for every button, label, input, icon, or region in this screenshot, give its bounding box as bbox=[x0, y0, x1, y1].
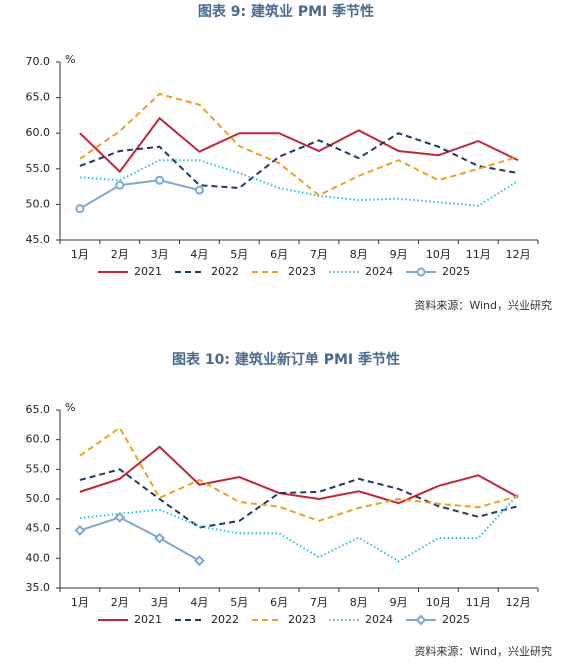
series-line bbox=[79, 516, 200, 562]
legend-label: 2021 bbox=[134, 265, 162, 278]
x-tick-label: 4月 bbox=[190, 248, 208, 261]
marker bbox=[155, 175, 165, 185]
x-tick-label: 10月 bbox=[426, 248, 451, 261]
y-tick-label: 65.0 bbox=[26, 403, 51, 416]
series-line bbox=[79, 468, 519, 529]
y-tick-label: 50.0 bbox=[26, 197, 51, 210]
x-tick-label: 1月 bbox=[71, 596, 89, 609]
x-tick-label: 6月 bbox=[270, 248, 288, 261]
x-tick-label: 10月 bbox=[426, 596, 451, 609]
legend-label: 2024 bbox=[365, 265, 393, 278]
marker bbox=[416, 267, 426, 277]
y-tick-label: 55.0 bbox=[26, 162, 51, 175]
legend-label: 2025 bbox=[442, 265, 470, 278]
marker bbox=[154, 532, 165, 544]
legend-label: 2023 bbox=[288, 265, 316, 278]
y-tick-label: 55.0 bbox=[26, 462, 51, 475]
y-tick-label: 50.0 bbox=[26, 492, 51, 505]
legend-label: 2025 bbox=[442, 613, 470, 626]
x-tick-label: 2月 bbox=[111, 596, 129, 609]
series-line bbox=[79, 92, 519, 197]
series-line bbox=[79, 179, 200, 210]
y-tick-label: 45.0 bbox=[26, 233, 51, 246]
legend-label: 2024 bbox=[365, 613, 393, 626]
x-tick-label: 5月 bbox=[230, 248, 248, 261]
legend-label: 2022 bbox=[211, 265, 239, 278]
marker bbox=[74, 525, 86, 536]
x-tick-label: 7月 bbox=[310, 248, 328, 261]
y-tick-label: 70.0 bbox=[26, 55, 51, 68]
x-tick-label: 9月 bbox=[390, 248, 408, 261]
source-note: 资料来源：Wind，兴业研究 bbox=[414, 644, 552, 658]
y-tick-label: 40.0 bbox=[26, 551, 51, 564]
legend-label: 2023 bbox=[288, 613, 316, 626]
x-tick-label: 5月 bbox=[230, 596, 248, 609]
chart-title: 图表 10: 建筑业新订单 PMI 季节性 bbox=[172, 351, 400, 368]
x-tick-label: 12月 bbox=[506, 596, 531, 609]
y-tick-label: 65.0 bbox=[26, 91, 51, 104]
y-tick-label: 60.0 bbox=[26, 433, 51, 446]
x-tick-label: 8月 bbox=[350, 248, 368, 261]
x-tick-label: 9月 bbox=[390, 596, 408, 609]
x-tick-label: 8月 bbox=[350, 596, 368, 609]
x-tick-label: 3月 bbox=[151, 596, 169, 609]
unit-label: % bbox=[65, 401, 75, 414]
marker bbox=[115, 180, 125, 190]
marker bbox=[75, 204, 85, 214]
marker bbox=[114, 511, 126, 523]
x-tick-label: 11月 bbox=[466, 248, 491, 261]
x-tick-label: 1月 bbox=[71, 248, 89, 261]
series-line bbox=[79, 445, 519, 505]
series-line bbox=[79, 426, 519, 523]
marker bbox=[194, 185, 204, 195]
x-tick-label: 6月 bbox=[270, 596, 288, 609]
y-tick-label: 60.0 bbox=[26, 126, 51, 139]
x-tick-label: 3月 bbox=[151, 248, 169, 261]
x-tick-label: 4月 bbox=[190, 596, 208, 609]
series-line bbox=[79, 116, 519, 174]
x-tick-label: 7月 bbox=[310, 596, 328, 609]
legend-label: 2021 bbox=[134, 613, 162, 626]
x-tick-label: 12月 bbox=[506, 248, 531, 261]
marker bbox=[194, 555, 205, 567]
x-tick-label: 11月 bbox=[466, 596, 491, 609]
unit-label: % bbox=[65, 53, 75, 66]
y-tick-label: 45.0 bbox=[26, 522, 51, 535]
y-tick-label: 35.0 bbox=[26, 581, 51, 594]
legend-label: 2022 bbox=[211, 613, 239, 626]
series-line bbox=[79, 493, 519, 563]
chart-title: 图表 9: 建筑业 PMI 季节性 bbox=[198, 3, 374, 20]
source-note: 资料来源：Wind，兴业研究 bbox=[414, 298, 552, 312]
marker bbox=[415, 614, 427, 626]
series-line bbox=[79, 132, 519, 190]
series-line bbox=[79, 159, 519, 207]
x-tick-label: 2月 bbox=[111, 248, 129, 261]
